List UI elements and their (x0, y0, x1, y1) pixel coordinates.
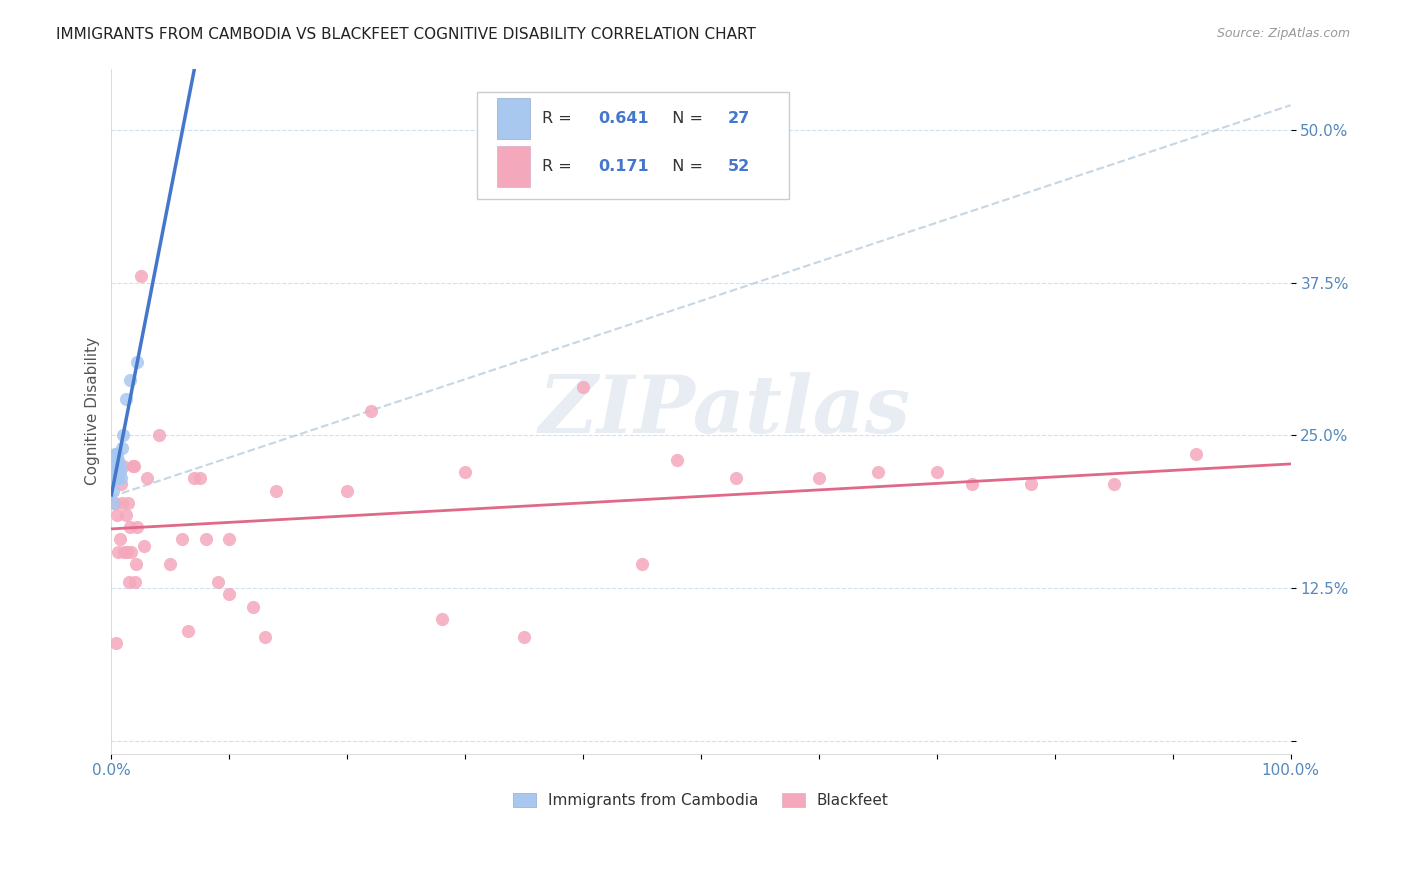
Point (107, 471, 129, 485)
Point (124, 575, 146, 590)
Legend: Immigrants from Cambodia, Blackfeet: Immigrants from Cambodia, Blackfeet (508, 787, 894, 814)
Point (117, 496, 139, 510)
Point (125, 557, 148, 571)
Point (122, 458, 145, 473)
Point (107, 544, 129, 558)
Point (105, 453, 128, 467)
Text: ZIPatlas: ZIPatlas (538, 372, 911, 450)
Text: Source: ZipAtlas.com: Source: ZipAtlas.com (1216, 27, 1350, 40)
Text: N =: N = (662, 159, 709, 174)
FancyBboxPatch shape (496, 98, 530, 139)
FancyBboxPatch shape (496, 146, 530, 187)
Text: IMMIGRANTS FROM CAMBODIA VS BLACKFEET COGNITIVE DISABILITY CORRELATION CHART: IMMIGRANTS FROM CAMBODIA VS BLACKFEET CO… (56, 27, 756, 42)
Point (207, 575, 229, 590)
Point (218, 533, 240, 547)
Point (107, 465, 129, 479)
Point (1185, 447, 1208, 461)
Point (105, 453, 128, 467)
Point (159, 557, 181, 571)
Point (108, 465, 131, 479)
Point (134, 539, 156, 553)
Y-axis label: Cognitive Disability: Cognitive Disability (86, 337, 100, 485)
Point (104, 447, 127, 461)
Point (111, 496, 134, 510)
Point (104, 453, 127, 467)
Point (101, 496, 124, 510)
Point (1102, 477, 1125, 491)
Point (104, 496, 127, 510)
Point (105, 465, 128, 479)
Point (866, 465, 889, 479)
Point (118, 575, 141, 590)
Point (110, 477, 132, 491)
Point (177, 624, 200, 639)
Point (266, 483, 288, 498)
Point (725, 471, 748, 485)
Point (105, 471, 128, 485)
Point (148, 428, 170, 442)
Point (120, 520, 142, 534)
Point (454, 465, 477, 479)
Point (114, 392, 136, 406)
Point (572, 379, 595, 393)
Point (115, 544, 138, 558)
Text: N =: N = (662, 112, 709, 127)
Point (114, 508, 136, 522)
Text: R =: R = (541, 159, 582, 174)
Point (1019, 477, 1042, 491)
Point (925, 465, 948, 479)
Point (108, 533, 131, 547)
Point (105, 458, 128, 473)
Point (513, 630, 536, 644)
Point (172, 533, 194, 547)
Point (105, 447, 128, 461)
Point (105, 471, 128, 485)
Point (121, 458, 143, 473)
Point (242, 599, 264, 614)
Point (108, 458, 131, 473)
Point (120, 373, 142, 387)
Point (360, 404, 382, 418)
Point (105, 447, 128, 461)
Point (103, 458, 125, 473)
Point (631, 557, 654, 571)
Point (253, 630, 276, 644)
Text: 0.641: 0.641 (599, 112, 650, 127)
Text: 0.171: 0.171 (599, 159, 650, 174)
Point (430, 612, 453, 626)
Point (104, 458, 127, 473)
Point (107, 453, 129, 467)
Point (112, 428, 135, 442)
FancyBboxPatch shape (477, 93, 789, 199)
Point (101, 483, 124, 498)
Point (188, 471, 211, 485)
Text: R =: R = (541, 112, 576, 127)
Point (807, 471, 830, 485)
Point (218, 587, 240, 601)
Point (194, 533, 217, 547)
Point (129, 269, 152, 284)
Point (127, 355, 149, 369)
Point (666, 453, 689, 467)
Point (105, 636, 128, 650)
Text: 52: 52 (728, 159, 751, 174)
Point (105, 465, 128, 479)
Point (120, 544, 142, 558)
Text: 27: 27 (728, 112, 751, 127)
Point (105, 508, 128, 522)
Point (112, 544, 135, 558)
Point (127, 520, 149, 534)
Point (135, 471, 157, 485)
Point (110, 471, 132, 485)
Point (336, 483, 359, 498)
Point (111, 441, 134, 455)
Point (112, 458, 135, 473)
Point (103, 471, 125, 485)
Point (960, 477, 983, 491)
Point (183, 471, 205, 485)
